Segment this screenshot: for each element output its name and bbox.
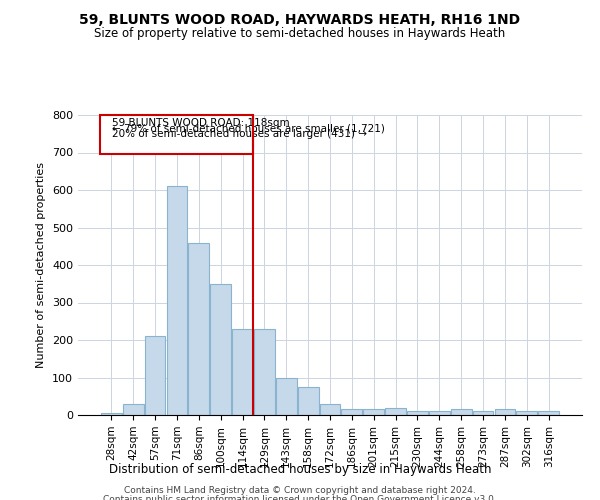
Text: 59, BLUNTS WOOD ROAD, HAYWARDS HEATH, RH16 1ND: 59, BLUNTS WOOD ROAD, HAYWARDS HEATH, RH… [79, 12, 521, 26]
Bar [188, 242, 209, 415]
Text: Distribution of semi-detached houses by size in Haywards Heath: Distribution of semi-detached houses by … [109, 462, 491, 475]
Bar [276, 378, 296, 415]
Bar [517, 411, 537, 415]
Bar [341, 410, 362, 415]
Text: Size of property relative to semi-detached houses in Haywards Heath: Size of property relative to semi-detach… [94, 28, 506, 40]
FancyBboxPatch shape [100, 115, 253, 154]
Bar [494, 410, 515, 415]
Bar [385, 408, 406, 415]
Bar [298, 387, 319, 415]
Y-axis label: Number of semi-detached properties: Number of semi-detached properties [37, 162, 46, 368]
Bar [451, 410, 472, 415]
Text: ← 79% of semi-detached houses are smaller (1,721): ← 79% of semi-detached houses are smalle… [112, 124, 385, 134]
Bar [101, 413, 122, 415]
Bar [407, 411, 428, 415]
Text: 59 BLUNTS WOOD ROAD: 118sqm: 59 BLUNTS WOOD ROAD: 118sqm [112, 118, 290, 128]
Bar [210, 284, 231, 415]
Bar [145, 336, 166, 415]
Bar [364, 410, 384, 415]
Bar [232, 329, 253, 415]
Bar [320, 404, 340, 415]
Bar [167, 186, 187, 415]
Text: Contains public sector information licensed under the Open Government Licence v3: Contains public sector information licen… [103, 495, 497, 500]
Bar [123, 404, 143, 415]
Bar [429, 411, 450, 415]
Bar [473, 411, 493, 415]
Bar [538, 411, 559, 415]
Bar [254, 329, 275, 415]
Text: 20% of semi-detached houses are larger (431) →: 20% of semi-detached houses are larger (… [112, 129, 367, 139]
Text: Contains HM Land Registry data © Crown copyright and database right 2024.: Contains HM Land Registry data © Crown c… [124, 486, 476, 495]
